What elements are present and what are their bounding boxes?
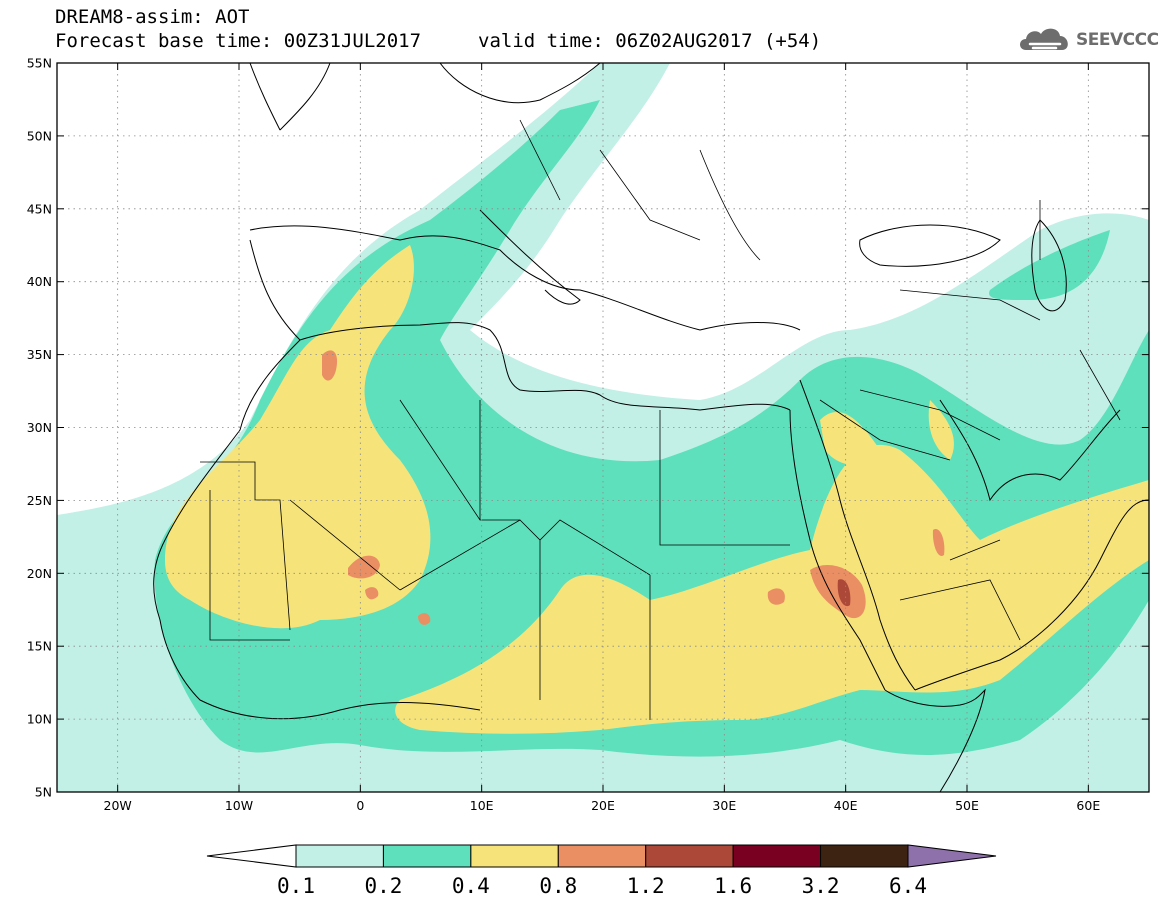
lat-tick-label: 35N <box>27 347 52 362</box>
coastline-iberia <box>249 239 301 341</box>
coastline-uk <box>249 63 331 131</box>
coastline-scandinavia <box>439 63 601 104</box>
lon-tick-label: 0 <box>356 798 364 813</box>
map-title: DREAM8-assim: AOT <box>55 6 250 28</box>
lon-tick-label: 10E <box>470 798 494 813</box>
lon-tick-label: 40E <box>834 798 858 813</box>
lat-tick-label: 40N <box>27 274 52 289</box>
colorbar-swatch <box>645 844 734 868</box>
lon-tick-label: 50E <box>955 798 979 813</box>
border-line <box>899 539 1021 641</box>
axis-ticks: 20W 10W 0 10E 20E 30E 40E 50E 60E 55N 50N 45N 40N 35N… <box>27 56 1149 813</box>
lon-tick-label: 10W <box>225 798 253 813</box>
coastlines <box>153 63 1149 792</box>
coastline-arabia <box>914 499 1149 691</box>
colorbar-label: 0.8 <box>539 874 577 898</box>
aot-band-0.4 <box>820 411 880 465</box>
aot-band-0.8 <box>348 555 380 579</box>
aot-band-0.4 <box>395 444 1149 734</box>
aot-band-0.8 <box>418 613 431 625</box>
lat-tick-label: 50N <box>27 128 52 143</box>
colorbar-swatch <box>382 844 472 868</box>
lat-tick-label: 10N <box>27 712 52 727</box>
lat-tick-label: 45N <box>27 201 52 216</box>
coastline-west-africa <box>153 339 481 720</box>
lat-tick-label: 30N <box>27 420 52 435</box>
aot-band-0.2 <box>989 230 1110 300</box>
colorbar-label: 6.4 <box>889 874 927 898</box>
colorbar-label: 1.2 <box>627 874 665 898</box>
coastline-red-sea-east <box>799 379 916 691</box>
colorbar-swatch <box>557 844 647 868</box>
logo-text: SEEVCCC <box>1076 30 1159 50</box>
logo: SEEVCCC <box>1016 22 1159 56</box>
border-line <box>819 389 1001 461</box>
aot-band-1.2 <box>837 579 851 607</box>
colorbar-swatch <box>820 844 909 868</box>
coastline-caspian <box>1031 219 1067 312</box>
lon-tick-label: 20E <box>591 798 615 813</box>
aot-band-0.8 <box>932 529 945 556</box>
border-line <box>519 119 761 261</box>
forecast-base-time: Forecast base time: 00Z31JUL2017 <box>55 30 422 52</box>
colorbar-swatch <box>295 844 384 868</box>
valid-time: valid time: 06Z02AUG2017 (+54) <box>478 30 822 52</box>
aot-band-0.8 <box>322 350 338 381</box>
cloud-icon <box>1020 28 1068 50</box>
colorbar-label: 1.6 <box>714 874 752 898</box>
lon-tick-label: 60E <box>1076 798 1100 813</box>
aot-band-0.4 <box>928 400 954 460</box>
lat-tick-label: 55N <box>27 56 52 71</box>
colorbar-label: 3.2 <box>802 874 840 898</box>
lat-tick-label: 15N <box>27 639 52 654</box>
colorbar: 0.1 0.2 0.4 0.8 1.2 1.6 3.2 6.4 <box>206 844 997 898</box>
colorbar-swatch <box>470 844 559 868</box>
lat-tick-label: 5N <box>35 785 52 800</box>
lon-tick-label: 20W <box>104 798 132 813</box>
coastline-horn <box>884 688 986 792</box>
colorbar-label: 0.4 <box>452 874 490 898</box>
aot-band-0.8 <box>767 588 785 605</box>
colorbar-swatch <box>732 844 822 868</box>
border-line <box>399 519 651 720</box>
colorbar-label: 0.2 <box>364 874 402 898</box>
coastline-north-africa <box>299 322 791 411</box>
aot-band-0.8 <box>365 587 379 600</box>
colorbar-label: 0.1 <box>277 874 315 898</box>
coastline-europe <box>249 225 801 331</box>
aot-band-0.4 <box>165 245 431 629</box>
lat-tick-label: 20N <box>27 566 52 581</box>
lon-tick-label: 30E <box>712 798 736 813</box>
grid-lines <box>57 63 1149 792</box>
coastline-italy <box>479 209 581 305</box>
border-line <box>899 200 1121 421</box>
colorbar-low-arrow <box>206 844 297 868</box>
map-frame <box>56 62 1150 793</box>
aot-band-0.1 <box>57 581 96 720</box>
coastline-red-sea-west <box>789 409 886 691</box>
lat-tick-label: 25N <box>27 493 52 508</box>
border-line <box>399 399 790 546</box>
borders <box>200 119 1121 720</box>
coastline-black-sea <box>859 224 1001 267</box>
colorbar-high-arrow <box>907 844 997 868</box>
